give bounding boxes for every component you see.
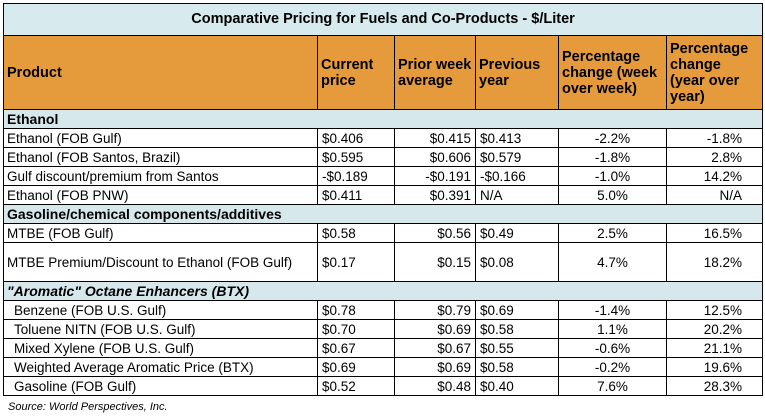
pct-year-cell: 16.5% [665,223,764,243]
pct-year-cell: 2.8% [665,147,764,167]
product-cell: Benzene (FOB U.S. Gulf) [3,300,318,320]
product-cell: Gasoline (FOB Gulf) [3,376,318,396]
previous-year-cell: -$0.166 [475,166,559,186]
table-row: MTBE Premium/Discount to Ethanol (FOB Gu… [3,242,764,282]
header-previous-year: Previous year [475,35,559,110]
pct-week-cell: -0.6% [558,338,667,358]
prior-week-cell: $0.606 [394,147,476,167]
current-price-cell: -$0.189 [317,166,395,186]
section-row: "Aromatic" Octane Enhancers (BTX) [2,281,764,301]
table-row: Ethanol (FOB Santos, Brazil) $0.595 $0.606… [3,147,764,167]
pct-week-cell: -1.8% [558,147,667,167]
prior-week-cell: $0.56 [394,223,476,243]
section-row: Ethanol [2,109,764,129]
header-current-price: Current price [317,35,395,110]
table-row: Weighted Average Aromatic Price (BTX) $0.… [3,357,764,377]
prior-week-cell: $0.69 [394,357,476,377]
current-price-cell: $0.67 [317,338,395,358]
current-price-cell: $0.58 [317,223,395,243]
source-note: Source: World Perspectives, Inc. [8,401,168,413]
previous-year-cell: $0.69 [475,300,559,320]
table-row: Gasoline (FOB Gulf) $0.52 $0.48 $0.40 7.6% 28… [3,376,764,396]
pricing-table: Comparative Pricing for Fuels and Co-Pro… [2,3,764,396]
pct-week-cell: -2.2% [558,128,667,148]
prior-week-cell: $0.48 [394,376,476,396]
product-cell: MTBE Premium/Discount to Ethanol (FOB Gu… [3,242,318,282]
product-cell: Toluene NITN (FOB U.S. Gulf) [3,319,318,339]
header-row: Product Current price Prior week average… [3,35,764,110]
header-product: Product [3,35,318,110]
table-row: Mixed Xylene (FOB U.S. Gulf) $0.67 $0.67 $0… [3,338,764,358]
table-row: MTBE (FOB Gulf) $0.58 $0.56 $0.49 2.5% 16.5% [3,223,764,243]
prior-week-cell: $0.67 [394,338,476,358]
pct-year-cell: 21.1% [665,338,764,358]
pct-year-cell: N/A [665,185,764,205]
current-price-cell: $0.595 [317,147,395,167]
prior-week-cell: $0.415 [394,128,476,148]
pct-year-cell: 20.2% [665,319,764,339]
header-pct-week: Percentage change (week over week) [558,35,667,110]
prior-week-cell: $0.15 [394,242,476,282]
table-row: Ethanol (FOB PNW) $0.411 $0.391 N/A 5.0% N/A [3,185,764,205]
section-title: "Aromatic" Octane Enhancers (BTX) [2,281,764,301]
table-row: Toluene NITN (FOB U.S. Gulf) $0.70 $0.69 $0… [3,319,764,339]
pct-week-cell: 4.7% [558,242,667,282]
product-cell: MTBE (FOB Gulf) [3,223,318,243]
pct-week-cell: -1.4% [558,300,667,320]
product-cell: Ethanol (FOB Santos, Brazil) [3,147,318,167]
pct-year-cell: 28.3% [665,376,764,396]
previous-year-cell: $0.40 [475,376,559,396]
current-price-cell: $0.52 [317,376,395,396]
product-cell: Gulf discount/premium from Santos [3,166,318,186]
pct-week-cell: 1.1% [558,319,667,339]
pct-year-cell: -1.8% [665,128,764,148]
table-row: Ethanol (FOB Gulf) $0.406 $0.415 $0.413 -2.2… [3,128,764,148]
pct-week-cell: -0.2% [558,357,667,377]
product-cell: Ethanol (FOB Gulf) [3,128,318,148]
pct-week-cell: -1.0% [558,166,667,186]
table-row: Benzene (FOB U.S. Gulf) $0.78 $0.79 $0.69 -1… [3,300,764,320]
section-title: Ethanol [2,109,764,129]
prior-week-cell: $0.69 [394,319,476,339]
previous-year-cell: $0.55 [475,338,559,358]
pct-week-cell: 5.0% [558,185,667,205]
pct-week-cell: 2.5% [558,223,667,243]
product-cell: Mixed Xylene (FOB U.S. Gulf) [3,338,318,358]
section-title: Gasoline/chemical components/additives [2,204,764,224]
previous-year-cell: $0.58 [475,357,559,377]
current-price-cell: $0.69 [317,357,395,377]
previous-year-cell: $0.413 [475,128,559,148]
current-price-cell: $0.70 [317,319,395,339]
product-cell: Ethanol (FOB PNW) [3,185,318,205]
table-row: Gulf discount/premium from Santos -$0.189… [3,166,764,186]
product-cell: Weighted Average Aromatic Price (BTX) [3,357,318,377]
previous-year-cell: $0.579 [475,147,559,167]
previous-year-cell: N/A [475,185,559,205]
pct-year-cell: 12.5% [665,300,764,320]
prior-week-cell: -$0.191 [394,166,476,186]
current-price-cell: $0.78 [317,300,395,320]
current-price-cell: $0.17 [317,242,395,282]
current-price-cell: $0.411 [317,185,395,205]
pricing-table-container: Comparative Pricing for Fuels and Co-Pro… [2,3,764,413]
header-pct-year: Percentage change (year over year) [665,35,764,110]
pct-year-cell: 18.2% [665,242,764,282]
current-price-cell: $0.406 [317,128,395,148]
prior-week-cell: $0.391 [394,185,476,205]
table-title: Comparative Pricing for Fuels and Co-Pro… [2,3,764,36]
pct-week-cell: 7.6% [558,376,667,396]
pct-year-cell: 14.2% [665,166,764,186]
previous-year-cell: $0.08 [475,242,559,282]
pct-year-cell: 19.6% [665,357,764,377]
previous-year-cell: $0.49 [475,223,559,243]
header-prior-week: Prior week average [394,35,476,110]
section-row: Gasoline/chemical components/additives [2,204,764,224]
prior-week-cell: $0.79 [394,300,476,320]
previous-year-cell: $0.58 [475,319,559,339]
